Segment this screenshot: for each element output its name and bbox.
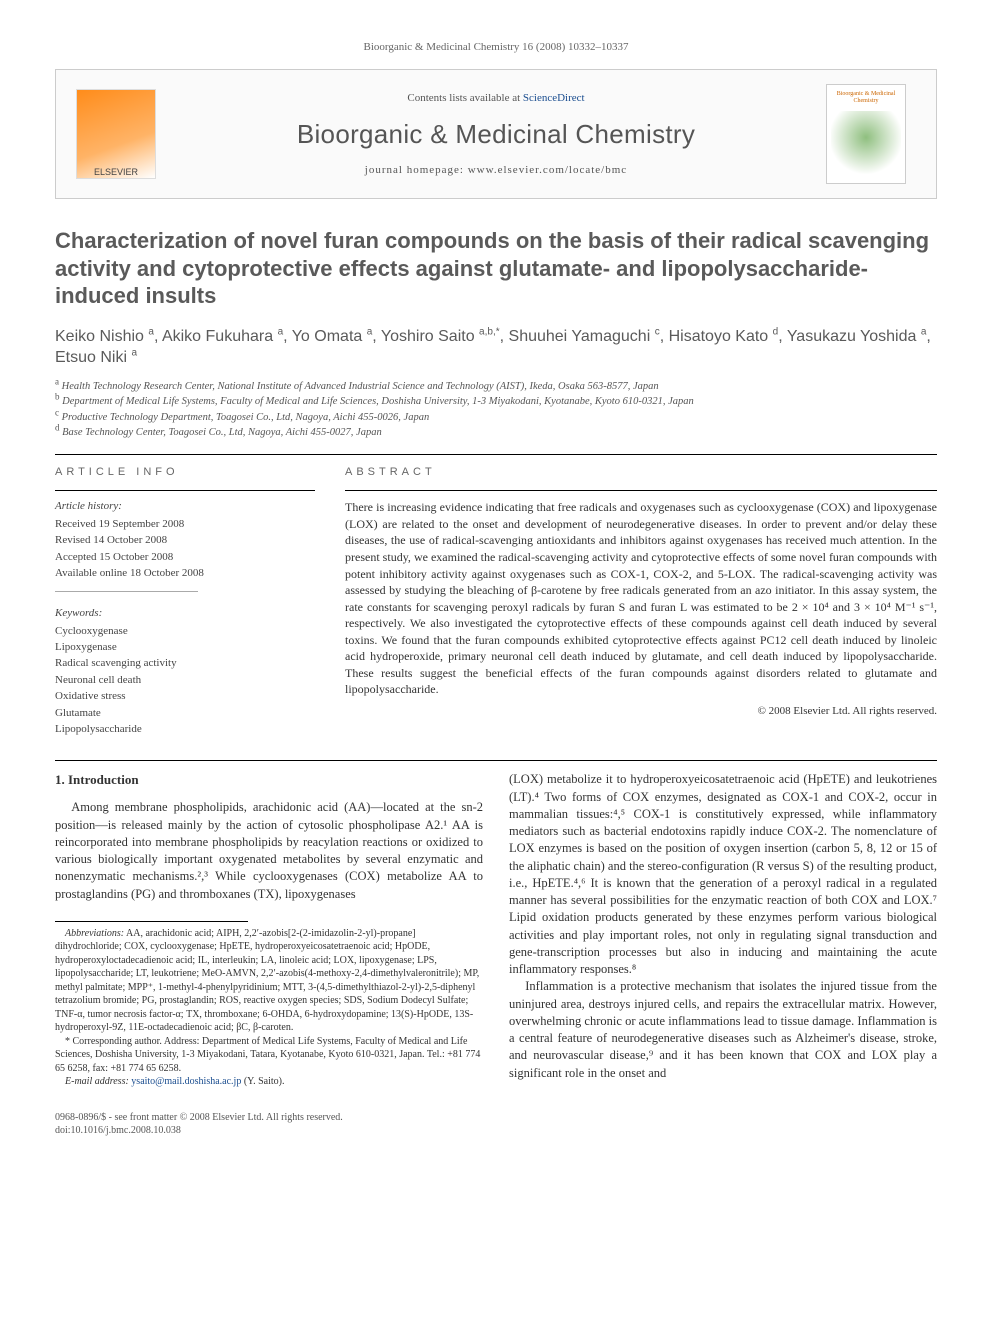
- abstract-rule: [345, 490, 937, 491]
- cover-thumb-title: Bioorganic & Medicinal Chemistry: [831, 91, 901, 104]
- history-line: Accepted 15 October 2008: [55, 550, 315, 565]
- journal-cover-thumbnail: Bioorganic & Medicinal Chemistry: [826, 84, 906, 184]
- info-rule: [55, 591, 198, 592]
- homepage-prefix: journal homepage:: [365, 164, 468, 176]
- footer-doi: doi:10.1016/j.bmc.2008.10.038: [55, 1124, 937, 1138]
- corresponding-email-link[interactable]: ysaito@mail.doshisha.ac.jp: [131, 1076, 241, 1087]
- masthead-center: Contents lists available at ScienceDirec…: [184, 91, 808, 178]
- body-paragraph: Inflammation is a protective mechanism t…: [509, 978, 937, 1082]
- publisher-logo: ELSEVIER: [76, 89, 156, 179]
- corresponding-author-footnote: * Corresponding author. Address: Departm…: [55, 1035, 483, 1076]
- keyword: Radical scavenging activity: [55, 656, 315, 671]
- email-footnote: E-mail address: ysaito@mail.doshisha.ac.…: [55, 1075, 483, 1089]
- journal-masthead: ELSEVIER Contents lists available at Sci…: [55, 69, 937, 199]
- footnote-rule: [55, 921, 248, 922]
- abstract-copyright: © 2008 Elsevier Ltd. All rights reserved…: [345, 704, 937, 719]
- keyword: Cyclooxygenase: [55, 624, 315, 639]
- article-info-column: ARTICLE INFO Article history: Received 1…: [55, 465, 315, 738]
- keywords-heading: Keywords:: [55, 606, 315, 621]
- author-list: Keiko Nishio a, Akiko Fukuhara a, Yo Oma…: [55, 326, 937, 369]
- footnotes-block: Abbreviations: AA, arachidonic acid; AIP…: [55, 921, 483, 1089]
- affiliations: a Health Technology Research Center, Nat…: [55, 379, 937, 440]
- contents-prefix: Contents lists available at: [407, 92, 522, 104]
- article-history-heading: Article history:: [55, 499, 315, 514]
- keyword: Neuronal cell death: [55, 673, 315, 688]
- affiliation: c Productive Technology Department, Toag…: [55, 410, 937, 425]
- sciencedirect-link[interactable]: ScienceDirect: [523, 92, 585, 104]
- affiliation: d Base Technology Center, Toagosei Co., …: [55, 425, 937, 440]
- journal-homepage-line: journal homepage: www.elsevier.com/locat…: [184, 163, 808, 178]
- divider-rule: [55, 454, 937, 455]
- abstract-text: There is increasing evidence indicating …: [345, 499, 937, 698]
- cover-thumb-art: [831, 111, 901, 178]
- history-line: Revised 14 October 2008: [55, 533, 315, 548]
- history-line: Received 19 September 2008: [55, 517, 315, 532]
- keyword: Lipopolysaccharide: [55, 722, 315, 737]
- contents-available-line: Contents lists available at ScienceDirec…: [184, 91, 808, 106]
- body-paragraph: Among membrane phospholipids, arachidoni…: [55, 799, 483, 903]
- journal-name: Bioorganic & Medicinal Chemistry: [184, 116, 808, 152]
- history-line: Available online 18 October 2008: [55, 566, 315, 581]
- body-paragraph: (LOX) metabolize it to hydroperoxyeicosa…: [509, 771, 937, 978]
- article-info-label: ARTICLE INFO: [55, 465, 315, 480]
- article-title: Characterization of novel furan compound…: [55, 227, 937, 310]
- keyword: Oxidative stress: [55, 689, 315, 704]
- running-head: Bioorganic & Medicinal Chemistry 16 (200…: [55, 40, 937, 55]
- keyword: Glutamate: [55, 706, 315, 721]
- homepage-url[interactable]: www.elsevier.com/locate/bmc: [468, 164, 627, 176]
- abstract-label: ABSTRACT: [345, 465, 937, 480]
- abbreviations-footnote: Abbreviations: AA, arachidonic acid; AIP…: [55, 927, 483, 1035]
- section-heading-introduction: 1. Introduction: [55, 771, 483, 789]
- publisher-logo-label: ELSEVIER: [94, 166, 138, 179]
- divider-rule: [55, 760, 937, 761]
- affiliation: b Department of Medical Life Systems, Fa…: [55, 394, 937, 409]
- article-body: 1. Introduction Among membrane phospholi…: [55, 771, 937, 1088]
- keyword: Lipoxygenase: [55, 640, 315, 655]
- footer-front-matter: 0968-0896/$ - see front matter © 2008 El…: [55, 1111, 937, 1125]
- info-rule: [55, 490, 315, 491]
- affiliation: a Health Technology Research Center, Nat…: [55, 379, 937, 394]
- page-footer: 0968-0896/$ - see front matter © 2008 El…: [55, 1111, 937, 1138]
- abstract-column: ABSTRACT There is increasing evidence in…: [345, 465, 937, 738]
